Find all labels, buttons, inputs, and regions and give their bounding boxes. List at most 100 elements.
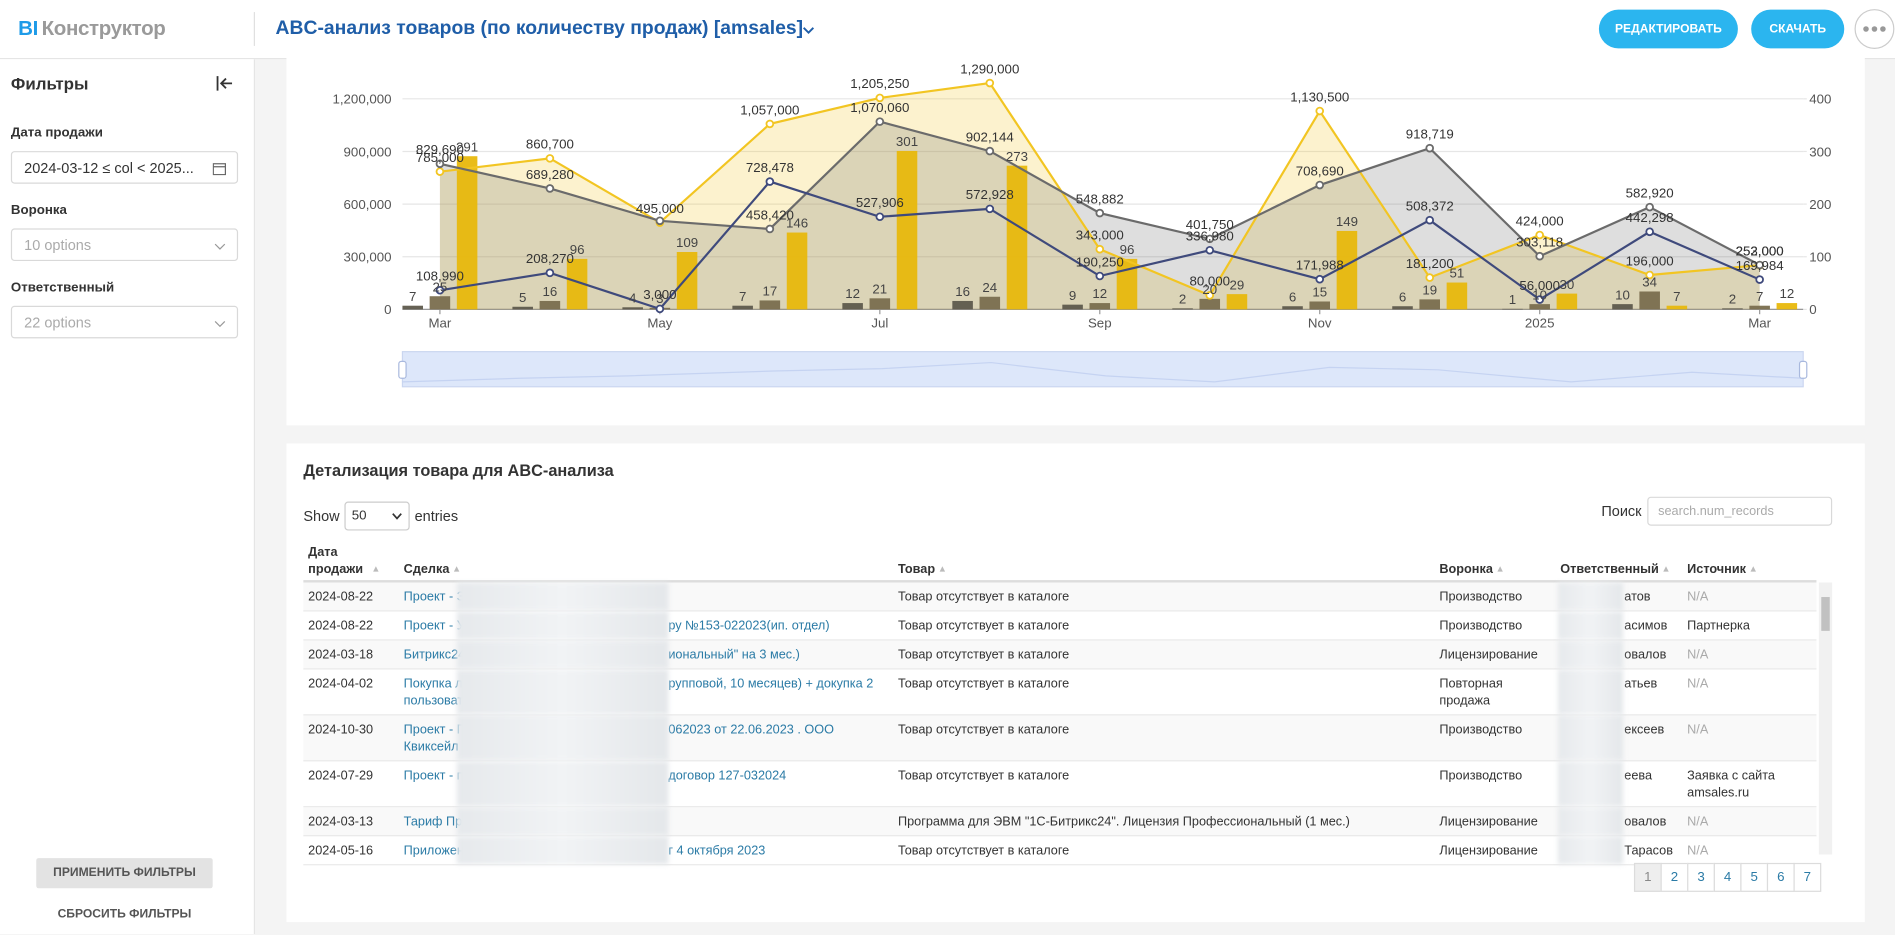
search-input[interactable]: search.num_records: [1647, 496, 1833, 526]
column-header[interactable]: Воронка ▴: [1435, 539, 1556, 580]
column-header[interactable]: Источник ▴: [1682, 539, 1811, 580]
data-label: 1,057,000: [740, 102, 799, 117]
table-row: 2024-03-18 Битрикс24 иональный" на 3 мес.)…: [303, 640, 1817, 670]
deal-link[interactable]: рупповой, 10 месяцев) + докупка 2: [668, 676, 874, 692]
column-header[interactable]: Товар ▴: [893, 539, 1434, 580]
scrollbar[interactable]: [1818, 582, 1833, 855]
deal-cell: Тариф Про: [399, 807, 893, 836]
page-link[interactable]: 6: [1766, 862, 1795, 892]
date-cell: 2024-08-22: [308, 618, 374, 634]
redacted: [456, 715, 669, 761]
data-label: 169,984: [1736, 258, 1784, 273]
deal-link[interactable]: иональный" на 3 мес.): [668, 647, 800, 663]
owner-cell: овалов: [1555, 807, 1682, 836]
data-label: 9: [1069, 288, 1076, 303]
page-link[interactable]: 5: [1740, 862, 1769, 892]
column-header[interactable]: Ответственный ▴: [1555, 539, 1682, 580]
data-label: 572,928: [966, 187, 1014, 202]
data-label: 171,988: [1296, 258, 1344, 273]
owner-name: ексеев: [1624, 722, 1665, 738]
filters-title: Фильтры: [10, 73, 89, 94]
deal-link[interactable]: договор 127-032024: [668, 768, 787, 784]
bar: [1419, 299, 1440, 310]
deal-link[interactable]: Квиксейл: [403, 739, 459, 755]
more-button[interactable]: [1854, 8, 1895, 49]
page-link[interactable]: 4: [1713, 862, 1742, 892]
deal-link[interactable]: г 4 октября 2023: [668, 843, 766, 859]
y-tick-label: 0: [384, 302, 391, 317]
bar: [896, 150, 918, 310]
bar: [842, 303, 863, 310]
collapse-icon[interactable]: [215, 74, 234, 93]
data-label: 860,700: [526, 137, 574, 152]
table-row: 2024-05-16 Приложен г 4 октября 2023 Товар …: [303, 836, 1817, 866]
owner-name: атьев: [1624, 676, 1658, 692]
filter-label: Ответственный: [10, 280, 115, 295]
data-label: 902,144: [966, 129, 1014, 144]
deal-link[interactable]: 062023 от 22.06.2023 . ООО: [668, 722, 835, 738]
page-link[interactable]: 7: [1793, 862, 1822, 892]
deal-link[interactable]: Приложен: [403, 843, 464, 859]
data-label: 17: [762, 284, 777, 299]
deal-link[interactable]: Проект - п: [403, 768, 464, 784]
apply-button[interactable]: ПРИМЕНИТЬ ФИЛЬТРЫ: [36, 858, 213, 889]
deal-link[interactable]: Битрикс24: [403, 647, 466, 663]
date-filter[interactable]: 2024-03-12 ≤ col < 2025...: [10, 151, 239, 184]
deal-link[interactable]: пользоват: [403, 693, 464, 709]
date-cell: 2024-04-02: [308, 676, 374, 692]
point: [1315, 106, 1325, 116]
data-label: 5: [519, 290, 526, 305]
owner-name: атов: [1624, 589, 1651, 605]
page-link[interactable]: 2: [1660, 862, 1689, 892]
y-tick-label: 900,000: [344, 144, 392, 159]
data-label: 96: [570, 242, 585, 257]
logo[interactable]: BI Конструктор: [18, 17, 166, 41]
deal-link[interactable]: Тариф Про: [403, 814, 470, 830]
title-dropdown[interactable]: [801, 23, 816, 38]
deal-link[interactable]: Покупка л: [403, 676, 463, 692]
data-label: 6: [1289, 289, 1296, 304]
deal-link[interactable]: Проект - П: [403, 722, 466, 738]
page-size-select[interactable]: 50: [344, 501, 410, 531]
deal-cell: Проект - П Квиксейл 062023 от 22.06.2023 .…: [399, 715, 893, 761]
download-button[interactable]: СКАЧАТЬ: [1751, 9, 1845, 49]
bar: [402, 305, 423, 310]
deal-link[interactable]: Проект - У: [403, 618, 465, 634]
point: [1425, 273, 1435, 282]
page-link[interactable]: 3: [1687, 862, 1715, 892]
chevron: [214, 321, 226, 328]
deal-link[interactable]: Проект - З: [403, 589, 465, 605]
scroll-thumb[interactable]: [1821, 597, 1830, 631]
bar: [1172, 308, 1193, 310]
product-cell: Товар отсутствует в каталоге: [897, 647, 1070, 663]
owner-name: овалов: [1624, 647, 1667, 663]
search-placeholder: search.num_records: [1658, 503, 1774, 519]
zoom-slider[interactable]: [398, 351, 1808, 388]
data-label: 12: [1092, 286, 1107, 301]
table-row: 2024-08-22 Проект - У ру №153-022023(ип. о…: [303, 611, 1817, 641]
data-label: 16: [542, 284, 557, 299]
column-header[interactable]: Дата продажи ▴: [303, 539, 398, 580]
source-cell: N/A: [1687, 722, 1709, 738]
bar: [869, 298, 891, 310]
data-label: 19: [1422, 283, 1437, 298]
reset-button[interactable]: СБРОСИТЬ ФИЛЬТРЫ: [57, 907, 192, 921]
data-label: 109: [676, 235, 698, 250]
owner-filter[interactable]: 22 options: [10, 305, 239, 339]
owner-cell: асимов: [1555, 611, 1682, 640]
edit-button[interactable]: РЕДАКТИРОВАТЬ: [1598, 9, 1738, 49]
filter-value: 2024-03-12 ≤ col < 2025...: [24, 158, 194, 176]
x-tick-label: Jul: [871, 316, 888, 331]
point: [1205, 234, 1215, 244]
column-header[interactable]: Сделка ▴: [399, 539, 893, 580]
bar: [1199, 298, 1221, 310]
deal-cell: Проект - З: [399, 582, 893, 611]
funnel-filter[interactable]: 10 options: [10, 228, 239, 262]
deal-link[interactable]: ру №153-022023(ип. отдел): [668, 618, 830, 634]
y-tick-label: 600,000: [344, 197, 392, 212]
data-label: 196,000: [1626, 253, 1674, 268]
page-link[interactable]: 1: [1633, 862, 1662, 892]
data-label: 25: [433, 279, 448, 294]
bar: [1749, 305, 1770, 310]
